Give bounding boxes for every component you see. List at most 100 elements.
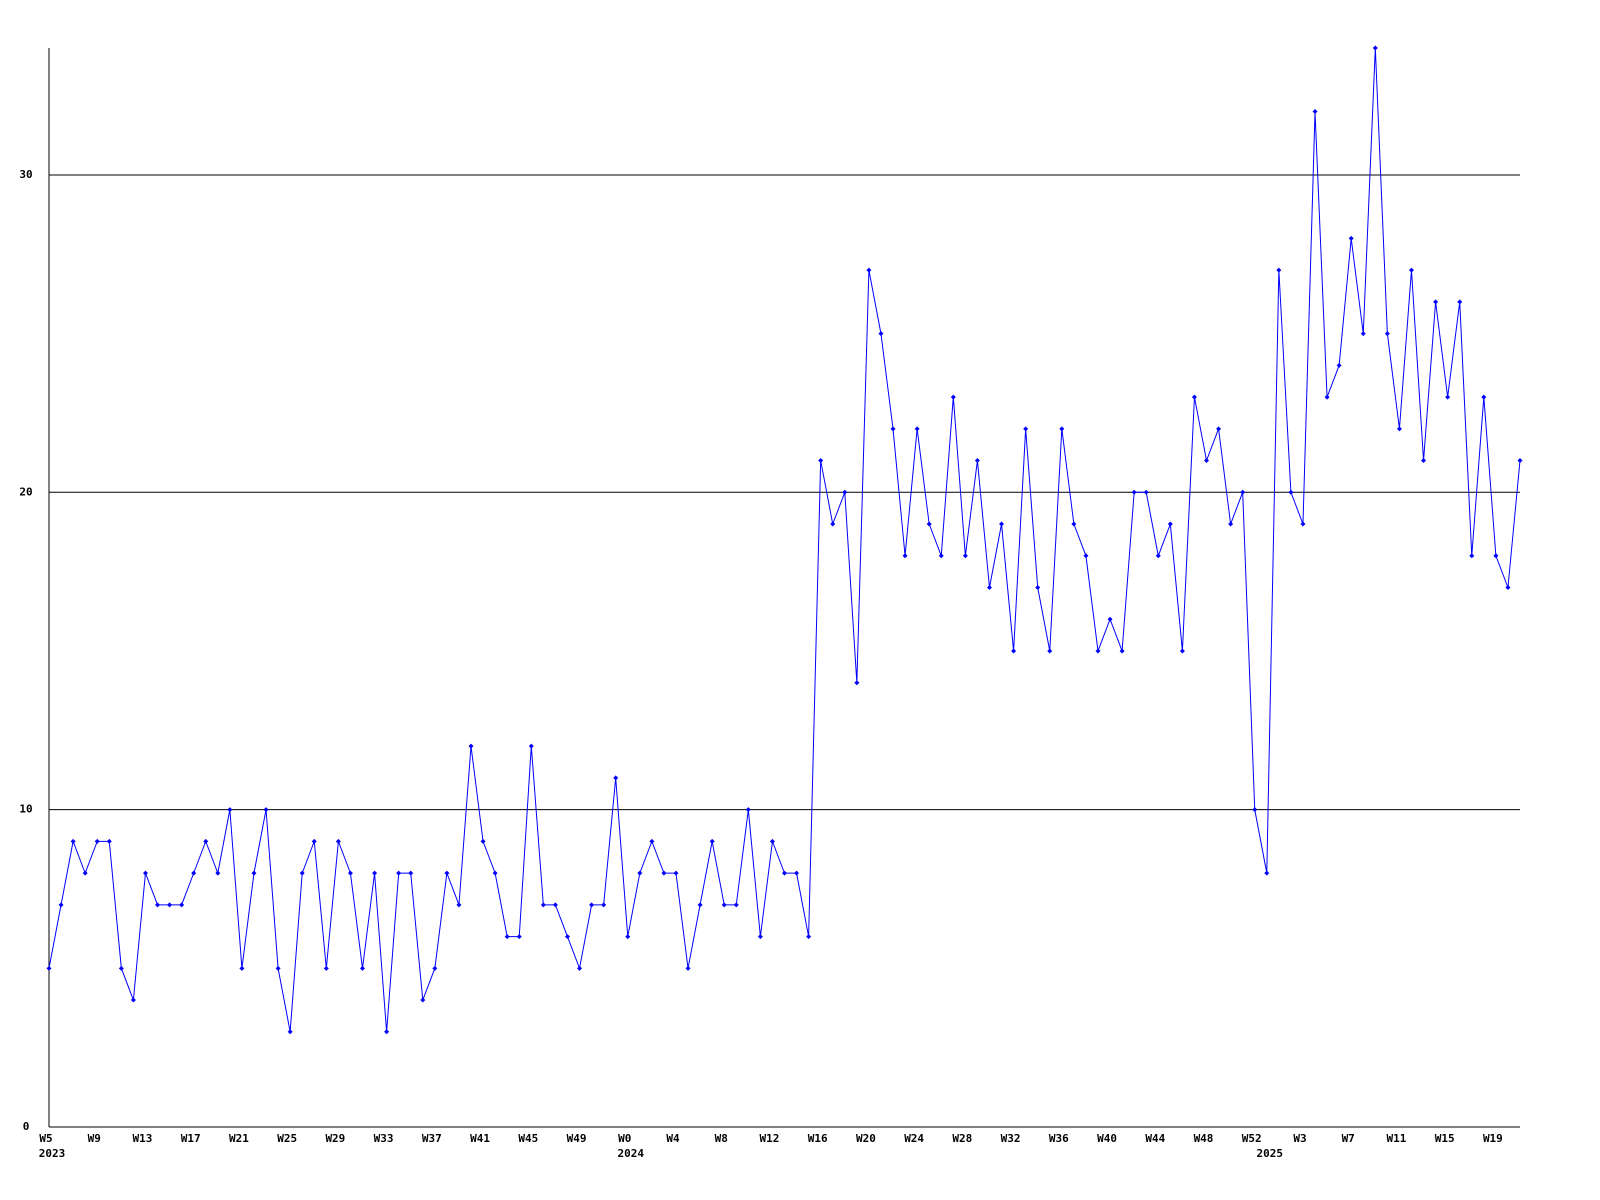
point-marker xyxy=(1276,267,1282,273)
y-tick-label: 20 xyxy=(19,485,32,498)
point-marker xyxy=(1252,807,1258,813)
point-marker xyxy=(359,965,365,971)
point-marker xyxy=(625,934,631,940)
point-marker xyxy=(167,902,173,908)
x-year-label: 2023 xyxy=(39,1147,66,1160)
point-marker xyxy=(432,965,438,971)
point-marker xyxy=(577,965,583,971)
point-marker xyxy=(1372,45,1378,51)
point-marker xyxy=(1324,394,1330,400)
point-marker xyxy=(926,521,932,527)
point-marker xyxy=(1228,521,1234,527)
x-tick-label: W40 xyxy=(1097,1132,1117,1145)
point-marker xyxy=(516,934,522,940)
point-marker xyxy=(130,997,136,1003)
point-marker xyxy=(986,585,992,590)
point-marker xyxy=(950,394,956,400)
point-marker xyxy=(155,902,161,908)
point-marker xyxy=(721,902,727,908)
x-tick-label: W48 xyxy=(1194,1132,1214,1145)
point-marker xyxy=(58,902,64,908)
point-marker xyxy=(709,838,715,844)
point-marker xyxy=(1107,616,1113,622)
point-marker xyxy=(540,902,546,908)
x-tick-label: W52 xyxy=(1242,1132,1262,1145)
point-marker xyxy=(1481,394,1487,400)
x-tick-label: W16 xyxy=(808,1132,828,1145)
point-marker xyxy=(408,870,414,876)
point-marker xyxy=(1264,870,1270,876)
point-marker xyxy=(504,934,510,940)
point-marker xyxy=(697,902,703,908)
x-tick-label: W11 xyxy=(1386,1132,1406,1145)
point-marker xyxy=(444,870,450,876)
x-tick-label: W7 xyxy=(1342,1132,1355,1145)
point-marker xyxy=(1360,331,1366,337)
point-marker xyxy=(275,965,281,971)
point-marker xyxy=(1433,299,1439,305)
x-year-label: 2024 xyxy=(618,1147,645,1160)
point-marker xyxy=(1493,553,1499,559)
point-marker xyxy=(878,331,884,337)
point-marker xyxy=(1179,648,1185,654)
point-marker xyxy=(1155,553,1161,559)
x-tick-label: W29 xyxy=(325,1132,345,1145)
x-tick-label: W32 xyxy=(1001,1132,1021,1145)
point-marker xyxy=(806,934,812,940)
point-marker xyxy=(106,838,112,844)
x-year-label: 2025 xyxy=(1257,1147,1284,1160)
point-marker xyxy=(1288,489,1294,495)
point-marker xyxy=(601,902,607,908)
point-marker xyxy=(480,838,486,844)
point-marker xyxy=(1517,458,1523,464)
point-marker xyxy=(673,870,679,876)
point-marker xyxy=(287,1029,293,1035)
point-marker xyxy=(118,965,124,971)
point-marker xyxy=(46,965,52,971)
point-marker xyxy=(1384,331,1390,337)
x-tick-label: W0 xyxy=(618,1132,631,1145)
x-tick-label: W45 xyxy=(518,1132,538,1145)
point-marker xyxy=(769,838,775,844)
point-marker xyxy=(335,838,341,844)
point-marker xyxy=(384,1029,390,1035)
point-marker xyxy=(890,426,896,432)
point-marker xyxy=(974,458,980,464)
point-marker xyxy=(782,870,787,876)
point-marker xyxy=(1348,235,1354,241)
point-marker xyxy=(842,489,848,495)
point-marker xyxy=(492,870,498,876)
point-marker xyxy=(818,458,824,464)
point-marker xyxy=(1131,489,1137,495)
point-marker xyxy=(1083,553,1089,559)
x-tick-label: W19 xyxy=(1483,1132,1503,1145)
point-marker xyxy=(1421,458,1427,464)
point-marker xyxy=(1011,648,1017,654)
point-marker xyxy=(733,902,739,908)
x-tick-label: W17 xyxy=(181,1132,201,1145)
point-marker xyxy=(1445,394,1451,400)
point-marker xyxy=(82,870,88,876)
point-marker xyxy=(251,870,257,876)
y-tick-label: 0 xyxy=(23,1120,30,1133)
point-marker xyxy=(1336,362,1342,368)
series-line xyxy=(48,47,1521,1032)
point-marker xyxy=(1469,553,1475,559)
point-marker xyxy=(70,838,76,844)
point-marker xyxy=(613,775,619,781)
x-tick-label: W3 xyxy=(1293,1132,1306,1145)
point-marker xyxy=(1143,489,1149,495)
point-marker xyxy=(1023,426,1029,432)
point-marker xyxy=(420,997,426,1003)
point-marker xyxy=(1119,648,1125,654)
point-marker xyxy=(94,838,100,844)
x-tick-label: W49 xyxy=(567,1132,587,1145)
point-marker xyxy=(854,680,860,686)
x-tick-label: W5 xyxy=(39,1132,52,1145)
point-marker xyxy=(191,870,197,876)
x-tick-label: W21 xyxy=(229,1132,249,1145)
point-marker xyxy=(372,870,378,876)
point-marker xyxy=(1167,521,1173,527)
x-tick-label: W25 xyxy=(277,1132,297,1145)
point-marker xyxy=(866,267,872,273)
